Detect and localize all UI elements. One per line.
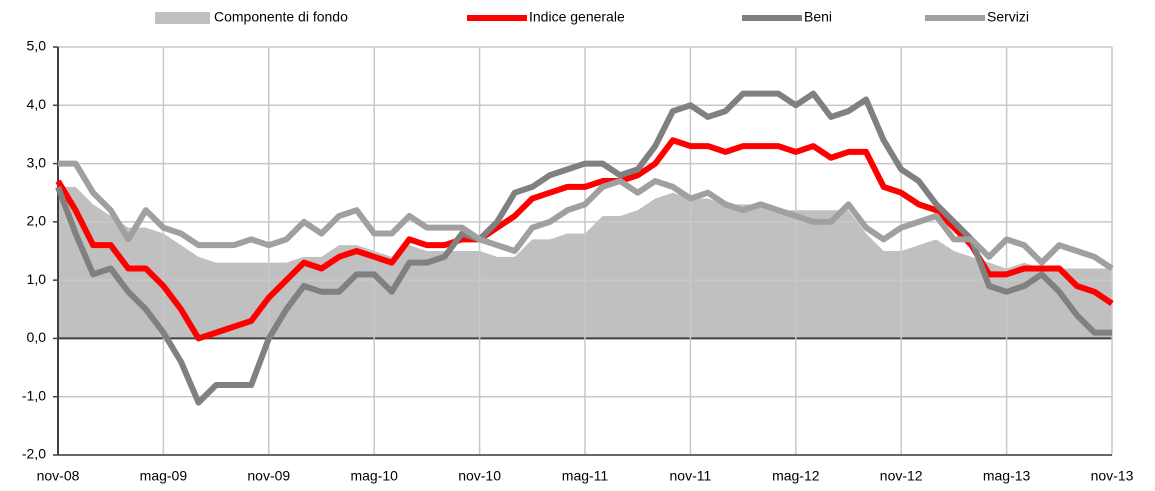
x-tick-label: nov-13 [1091, 468, 1134, 484]
x-tick-label: nov-11 [670, 468, 712, 484]
legend-swatch [155, 12, 210, 24]
line [55, 137, 1114, 342]
x-tick-label: mag-09 [140, 468, 188, 484]
x-tick-label: nov-09 [247, 468, 290, 484]
x-tick-label: mag-10 [350, 468, 398, 484]
x-tick-label: mag-13 [983, 468, 1031, 484]
y-tick-label: 3,0 [27, 154, 47, 170]
y-tick-label: 2,0 [27, 213, 47, 229]
y-tick-label: -2,0 [22, 446, 46, 462]
legend-label: Indice generale [529, 9, 625, 25]
y-tick-label: 4,0 [27, 96, 47, 112]
legend-label: Servizi [987, 9, 1029, 25]
legend-label: Beni [804, 9, 832, 25]
y-tick-label: 5,0 [27, 38, 47, 54]
y-tick-label: -1,0 [22, 387, 46, 403]
y-tick-label: 0,0 [27, 329, 47, 345]
line [58, 160, 1114, 271]
x-tick-label: nov-12 [880, 468, 923, 484]
x-tick-label: nov-10 [458, 468, 501, 484]
line [55, 90, 1112, 406]
x-tick-label: mag-11 [562, 468, 609, 484]
x-tick-label: nov-08 [37, 468, 80, 484]
legend-label: Componente di fondo [214, 9, 348, 25]
y-tick-label: 1,0 [27, 271, 47, 287]
x-tick-label: mag-12 [772, 468, 820, 484]
